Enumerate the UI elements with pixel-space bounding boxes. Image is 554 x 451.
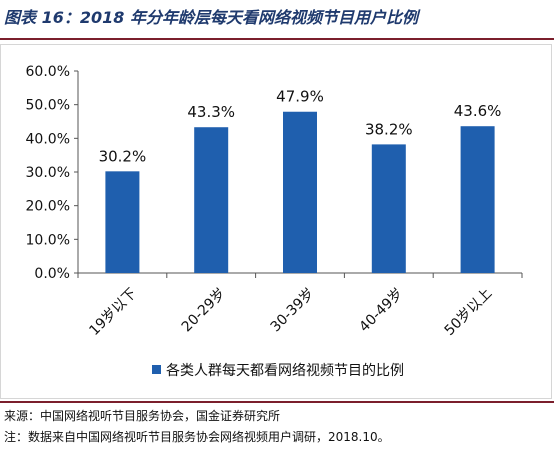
category-label: 50岁以上 bbox=[442, 285, 496, 339]
y-tick-label: 20.0% bbox=[26, 199, 70, 215]
category-label: 20-29岁 bbox=[179, 285, 229, 335]
category-labels: 19岁以下 20-29岁 30-39岁 40-49岁 50岁以上 bbox=[86, 285, 495, 339]
data-labels: 30.2% 43.3% 47.9% 38.2% 43.6% bbox=[99, 88, 502, 166]
x-axis bbox=[77, 272, 523, 278]
data-label: 38.2% bbox=[365, 120, 413, 138]
data-label: 47.9% bbox=[276, 88, 324, 106]
bars bbox=[105, 111, 495, 274]
data-label: 43.6% bbox=[454, 102, 502, 120]
figure-title: 图表 16：2018 年分年龄层每天看网络视频节目用户比例 bbox=[4, 8, 418, 27]
y-tick-label: 50.0% bbox=[26, 98, 70, 114]
legend: 各类人群每天都看网络视频节目的比例 bbox=[152, 363, 404, 379]
bar bbox=[371, 144, 406, 273]
bar-chart: 0.0% 10.0% 20.0% 30.0% 40.0% 50.0% 60.0% 30.2%… bbox=[26, 64, 523, 379]
y-axis: 0.0% 10.0% 20.0% 30.0% 40.0% 50.0% 60.0% bbox=[26, 64, 79, 282]
title-rule bbox=[0, 38, 554, 40]
y-tick-label: 0.0% bbox=[34, 266, 70, 282]
data-label: 43.3% bbox=[187, 103, 235, 121]
y-tick-label: 30.0% bbox=[26, 165, 70, 181]
category-label: 19岁以下 bbox=[86, 285, 140, 339]
footnote: 注：数据来自中国网络视听节目服务协会网络视频用户调研，2018.10。 bbox=[4, 430, 390, 444]
legend-swatch bbox=[152, 365, 161, 374]
category-label: 40-49岁 bbox=[356, 285, 406, 335]
legend-label: 各类人群每天都看网络视频节目的比例 bbox=[166, 363, 404, 379]
y-tick-label: 40.0% bbox=[26, 131, 70, 147]
data-label: 30.2% bbox=[99, 147, 147, 165]
y-tick-label: 10.0% bbox=[26, 232, 70, 248]
source-note: 来源：中国网络视听节目服务协会，国金证券研究所 bbox=[4, 409, 281, 423]
bar bbox=[194, 127, 229, 274]
category-label: 30-39岁 bbox=[268, 285, 318, 335]
chart-frame bbox=[0, 44, 552, 399]
y-tick-label: 60.0% bbox=[26, 64, 70, 80]
bar bbox=[460, 126, 495, 273]
bar bbox=[105, 171, 140, 273]
figure-notes: 来源：中国网络视听节目服务协会，国金证券研究所 注：数据来自中国网络视听节目服务… bbox=[0, 401, 554, 451]
bar bbox=[283, 111, 317, 273]
